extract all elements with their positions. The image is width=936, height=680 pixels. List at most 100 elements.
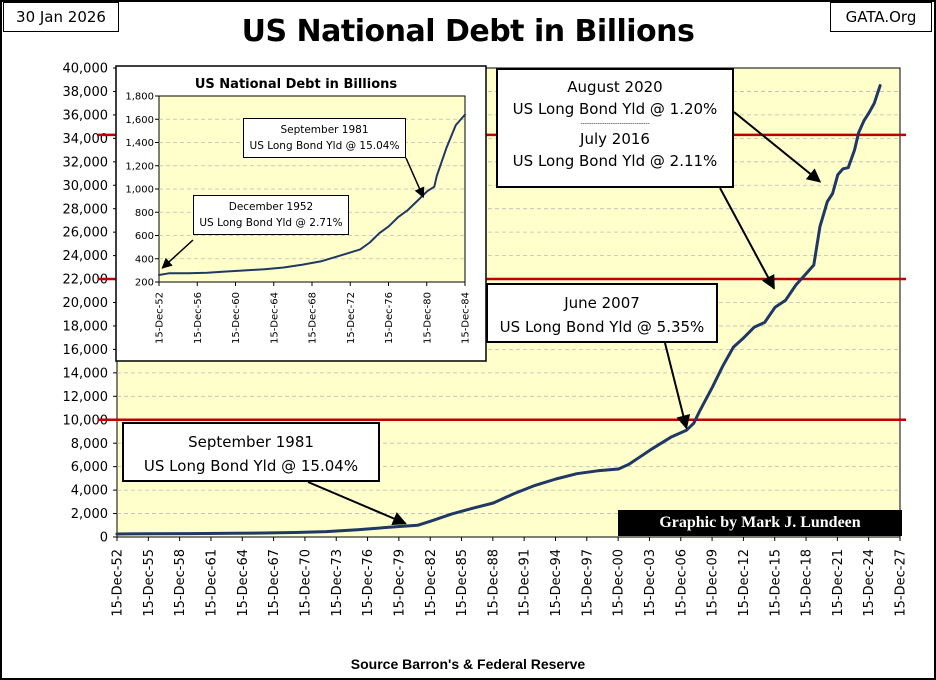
- main-x-tick-label: 15-Dec-94: [549, 549, 564, 617]
- main-y-tick-label: 36,000: [63, 108, 109, 123]
- main-x-tick-label: 15-Dec-18: [800, 549, 815, 617]
- inset-x-tick-label: 15-Dec-72: [346, 292, 357, 344]
- arrow-2020: [733, 111, 822, 183]
- main-y-tick-label: 12,000: [63, 390, 109, 405]
- annotation-2016-date: July 2016: [580, 130, 650, 148]
- inset-y-tick-label: 1,400: [125, 138, 154, 149]
- main-x-tick-label: 15-Dec-76: [361, 549, 376, 617]
- main-x-tick-label: 15-Dec-21: [831, 549, 846, 617]
- main-x-tick-label: 15-Dec-97: [580, 549, 595, 617]
- inset-x-tick-label: 15-Dec-84: [461, 292, 472, 344]
- date-label: 30 Jan 2026: [3, 2, 119, 32]
- inset-annotation-1952: December 1952 US Long Bond Yld @ 2.71%: [193, 195, 349, 235]
- chart-title: US National Debt in Billions: [241, 14, 695, 49]
- inset-x-tick-label: 15-Dec-68: [308, 292, 319, 344]
- inset-y-tick-label: 1,000: [125, 185, 154, 196]
- main-x-tick-label: 15-Dec-73: [330, 549, 345, 617]
- main-y-tick-label: 8,000: [71, 437, 108, 452]
- main-x-tick-label: 15-Dec-09: [706, 549, 721, 617]
- annotation-1981-date: September 1981: [188, 433, 314, 451]
- annotation-2020-yield: US Long Bond Yld @ 1.20%: [512, 100, 718, 118]
- main-x-tick-label: 15-Dec-91: [518, 549, 533, 617]
- main-y-tick-label: 22,000: [63, 273, 109, 288]
- annotation-2020-2016: August 2020 US Long Bond Yld @ 1.20% ---…: [496, 68, 734, 188]
- inset-y-tick-label: 1,800: [125, 92, 154, 103]
- inset-x-tick-label: 15-Dec-80: [422, 292, 433, 344]
- main-y-tick-label: 40,000: [63, 62, 109, 77]
- annotation-2007: June 2007 US Long Bond Yld @ 5.35%: [486, 283, 718, 343]
- main-x-tick-label: 15-Dec-82: [424, 549, 439, 617]
- inset-x-tick-label: 15-Dec-64: [269, 292, 280, 344]
- credit-label: Graphic by Mark J. Lundeen: [618, 510, 902, 536]
- main-x-tick-label: 15-Dec-27: [894, 549, 909, 617]
- main-x-tick-label: 15-Dec-52: [111, 549, 126, 617]
- inset-y-tick-label: 200: [135, 278, 154, 289]
- main-x-tick-label: 15-Dec-58: [173, 549, 188, 617]
- main-y-tick-label: 2,000: [71, 507, 108, 522]
- main-y-tick-label: 26,000: [63, 226, 109, 241]
- main-y-tick-label: 16,000: [63, 343, 109, 358]
- main-x-tick-label: 15-Dec-15: [768, 549, 783, 617]
- main-x-tick-label: 15-Dec-79: [392, 549, 407, 617]
- main-y-tick-label: 28,000: [63, 202, 109, 217]
- main-y-tick-label: 30,000: [63, 179, 109, 194]
- main-x-tick-label: 15-Dec-24: [862, 549, 877, 617]
- inset-x-tick-label: 15-Dec-60: [231, 292, 242, 344]
- inset-x-tick-label: 15-Dec-52: [155, 292, 166, 344]
- main-y-tick-label: 32,000: [63, 155, 109, 170]
- main-x-tick-label: 15-Dec-88: [486, 549, 501, 617]
- inset-y-tick-label: 1,600: [125, 115, 154, 126]
- main-x-tick-label: 15-Dec-00: [612, 549, 627, 617]
- arrow-1981: [307, 481, 407, 526]
- arrow-2007: [664, 342, 691, 430]
- annotation-divider: --------------------------------: [580, 120, 650, 127]
- inset-y-tick-label: 800: [135, 208, 154, 219]
- inset-annotation-1981: September 1981 US Long Bond Yld @ 15.04%: [243, 118, 406, 158]
- main-x-tick-label: 15-Dec-61: [205, 549, 220, 617]
- inset-x-tick-label: 15-Dec-76: [384, 292, 395, 344]
- inset-annotation-1952-date: December 1952: [228, 201, 314, 213]
- main-x-tick-label: 15-Dec-12: [737, 549, 752, 617]
- main-y-tick-label: 24,000: [63, 249, 109, 264]
- site-label: GATA.Org: [830, 2, 932, 32]
- main-y-tick-label: 34,000: [63, 132, 109, 147]
- main-x-tick-label: 15-Dec-64: [236, 549, 251, 617]
- inset-annotation-1981-yield: US Long Bond Yld @ 15.04%: [249, 140, 400, 152]
- inset-title: US National Debt in Billions: [195, 77, 398, 92]
- main-x-tick-label: 15-Dec-85: [455, 549, 470, 617]
- annotation-1981-yield: US Long Bond Yld @ 15.04%: [143, 457, 359, 475]
- source-label: Source Barron's & Federal Reserve: [350, 656, 586, 672]
- main-x-tick-label: 15-Dec-67: [267, 549, 282, 617]
- annotation-2007-yield: US Long Bond Yld @ 5.35%: [499, 318, 705, 336]
- main-y-tick-label: 10,000: [63, 413, 109, 428]
- inset-series-line: [158, 113, 466, 276]
- inset-annotation-1981-date: September 1981: [280, 124, 369, 136]
- inset-y-tick-label: 600: [135, 231, 154, 242]
- main-y-tick-label: 4,000: [71, 484, 108, 499]
- annotation-2016-yield: US Long Bond Yld @ 2.11%: [512, 152, 718, 170]
- arrow-2016: [719, 187, 775, 290]
- inset-y-tick-label: 400: [135, 254, 154, 265]
- inset-y-tick-label: 1,200: [125, 161, 154, 172]
- main-y-tick-label: 20,000: [63, 296, 109, 311]
- inset-arrow-1981: [405, 157, 425, 199]
- main-x-tick-label: 15-Dec-70: [298, 549, 313, 617]
- main-series-line: [115, 84, 882, 536]
- main-x-tick-label: 15-Dec-03: [643, 549, 658, 617]
- annotation-2020-date: August 2020: [567, 78, 663, 96]
- main-x-tick-label: 15-Dec-55: [142, 549, 157, 617]
- annotation-2007-date: June 2007: [564, 294, 640, 312]
- inset-x-tick-label: 15-Dec-56: [193, 292, 204, 344]
- annotation-1981: September 1981 US Long Bond Yld @ 15.04%: [122, 422, 380, 482]
- main-y-tick-label: 18,000: [63, 320, 109, 335]
- inset-arrow-1952: [161, 239, 194, 269]
- main-y-tick-label: 14,000: [63, 366, 109, 381]
- inset-annotation-1952-yield: US Long Bond Yld @ 2.71%: [199, 217, 343, 229]
- main-y-tick-label: 38,000: [63, 85, 109, 100]
- main-x-tick-label: 15-Dec-06: [674, 549, 689, 617]
- main-y-tick-label: 0: [100, 531, 108, 546]
- main-y-tick-label: 6,000: [71, 460, 108, 475]
